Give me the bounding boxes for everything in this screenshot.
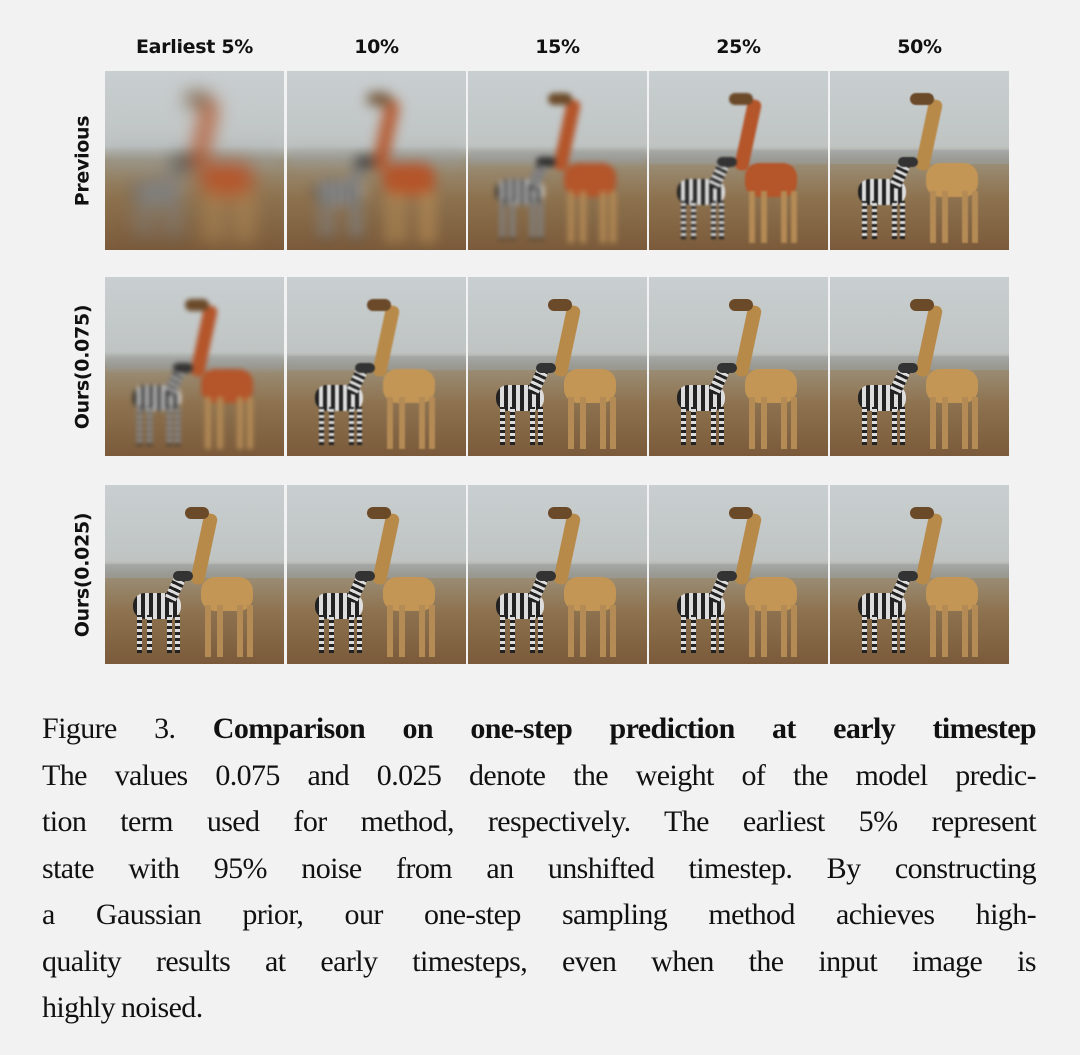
column-header: 15% xyxy=(535,36,580,58)
figure-caption: Figure 3. Comparison on one-step predict… xyxy=(42,706,1037,1032)
result-image xyxy=(830,277,1009,456)
caption-line: highly noised. xyxy=(42,991,203,1024)
row-label-text: Previous xyxy=(71,115,94,206)
result-image xyxy=(830,485,1009,664)
row-label: Ours(0.075) xyxy=(62,277,102,456)
caption-line-title: Figure 3. Comparison on one-step predict… xyxy=(42,706,1037,753)
result-image xyxy=(830,71,1009,250)
row-label-text: Ours(0.075) xyxy=(71,304,93,429)
result-image xyxy=(468,485,647,664)
result-image xyxy=(649,71,828,250)
column-header: 25% xyxy=(716,36,761,58)
caption-line: tion term used for method, respectively.… xyxy=(42,805,1037,838)
result-image xyxy=(105,71,284,250)
result-image xyxy=(468,277,647,456)
row-label: Ours(0.025) xyxy=(62,485,102,664)
row-label: Previous xyxy=(62,71,102,250)
caption-title: Comparison on one-step prediction at ear… xyxy=(212,712,1037,745)
result-image xyxy=(287,485,466,664)
caption-line: The values 0.075 and 0.025 denote the we… xyxy=(42,758,1037,792)
result-image xyxy=(468,71,647,250)
result-image xyxy=(287,277,466,456)
result-image xyxy=(105,277,284,456)
caption-line: quality results at early timesteps, even… xyxy=(42,944,1037,978)
result-image xyxy=(105,485,284,664)
column-header: 10% xyxy=(354,36,399,58)
caption-line: state with 95% noise from an unshifted t… xyxy=(42,851,1037,885)
result-image xyxy=(649,485,828,664)
result-image xyxy=(649,277,828,456)
caption-label: Figure 3. xyxy=(42,712,176,745)
column-header: Earliest 5% xyxy=(135,36,254,58)
caption-line: a Gaussian prior, our one-step sampling … xyxy=(42,898,1037,931)
column-header: 50% xyxy=(897,36,942,58)
row-label-text: Ours(0.025) xyxy=(71,512,93,637)
result-image xyxy=(287,71,466,250)
